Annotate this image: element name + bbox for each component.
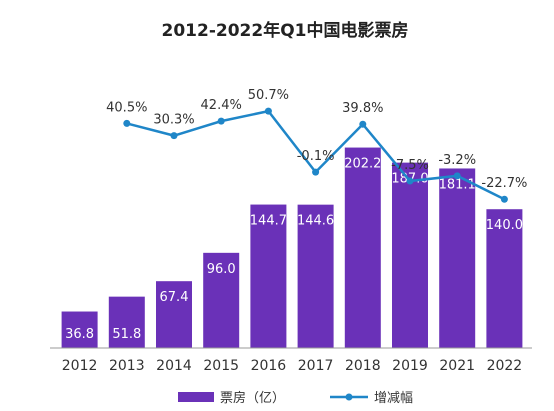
x-tick-2014: 2014 — [156, 358, 192, 374]
legend-label-line: 增减幅 — [374, 391, 413, 406]
bar-2012 — [61, 311, 98, 348]
x-tick-2017: 2017 — [298, 358, 334, 374]
growth-point-2016 — [264, 107, 272, 115]
chart-title: 2012-2022年Q1中国电影票房 — [162, 20, 409, 41]
bar-label-2013: 51.8 — [112, 327, 141, 342]
growth-label-2018: 39.8% — [342, 101, 383, 116]
growth-point-2013 — [123, 119, 131, 127]
bar-label-2015: 96.0 — [207, 262, 236, 277]
bar-2021 — [439, 168, 476, 348]
growth-point-2018 — [359, 120, 367, 128]
bar-label-2012: 36.8 — [65, 327, 94, 342]
bar-label-2014: 67.4 — [160, 290, 189, 305]
growth-point-2022 — [500, 195, 508, 203]
bar-2014 — [156, 281, 192, 348]
bar-2018 — [344, 147, 381, 348]
growth-label-2013: 40.5% — [106, 100, 147, 115]
x-tick-2016: 2016 — [251, 358, 287, 374]
bar-label-2017: 144.6 — [297, 214, 334, 229]
x-axis: 2012 2013 2014 2015 2016 2017 2018 2019 2021 2022 — [50, 347, 532, 374]
growth-label-2016: 50.7% — [248, 88, 289, 103]
x-tick-2013: 2013 — [109, 358, 145, 374]
growth-label-2021: -3.2% — [438, 153, 476, 168]
bars-layer: 36.851.867.496.0144.7144.6202.2187.0181.… — [61, 147, 523, 348]
growth-label-2022: -22.7% — [481, 176, 527, 191]
growth-point-2015 — [217, 117, 225, 125]
bar-2016 — [250, 204, 287, 348]
growth-point-2014 — [170, 132, 178, 140]
bar-2019 — [392, 162, 428, 348]
growth-point-2019 — [406, 177, 414, 185]
bar-label-2022: 140.0 — [486, 218, 523, 233]
bar-label-2021: 181.1 — [439, 177, 476, 192]
legend-swatch-bar — [178, 392, 214, 402]
line-layer: 40.5% 30.3% 42.4% 50.7% -0.1% 39.8% -7.5% -3.2%… — [106, 88, 527, 203]
bar-label-2018: 202.2 — [344, 157, 381, 172]
x-tick-2019: 2019 — [392, 358, 428, 374]
legend-label-bar: 票房（亿） — [220, 390, 285, 406]
legend: 票房（亿） 增减幅 — [178, 390, 413, 406]
x-tick-2012: 2012 — [62, 358, 98, 374]
bar-2022 — [486, 209, 523, 348]
growth-label-2019: -7.5% — [391, 158, 429, 173]
growth-label-2017: -0.1% — [297, 149, 335, 164]
x-tick-2022: 2022 — [487, 358, 523, 374]
growth-point-2021 — [453, 172, 461, 180]
growth-label-2014: 30.3% — [153, 113, 194, 128]
bar-2013 — [108, 296, 145, 348]
bar-label-2016: 144.7 — [250, 214, 287, 229]
x-tick-2018: 2018 — [345, 358, 381, 374]
growth-label-2015: 42.4% — [201, 98, 242, 113]
x-tick-2015: 2015 — [203, 358, 239, 374]
x-tick-2021: 2021 — [439, 358, 475, 374]
bar-2015 — [203, 252, 240, 348]
bar-2017 — [297, 204, 334, 348]
growth-point-2017 — [312, 168, 320, 176]
legend-swatch-marker — [345, 393, 353, 401]
